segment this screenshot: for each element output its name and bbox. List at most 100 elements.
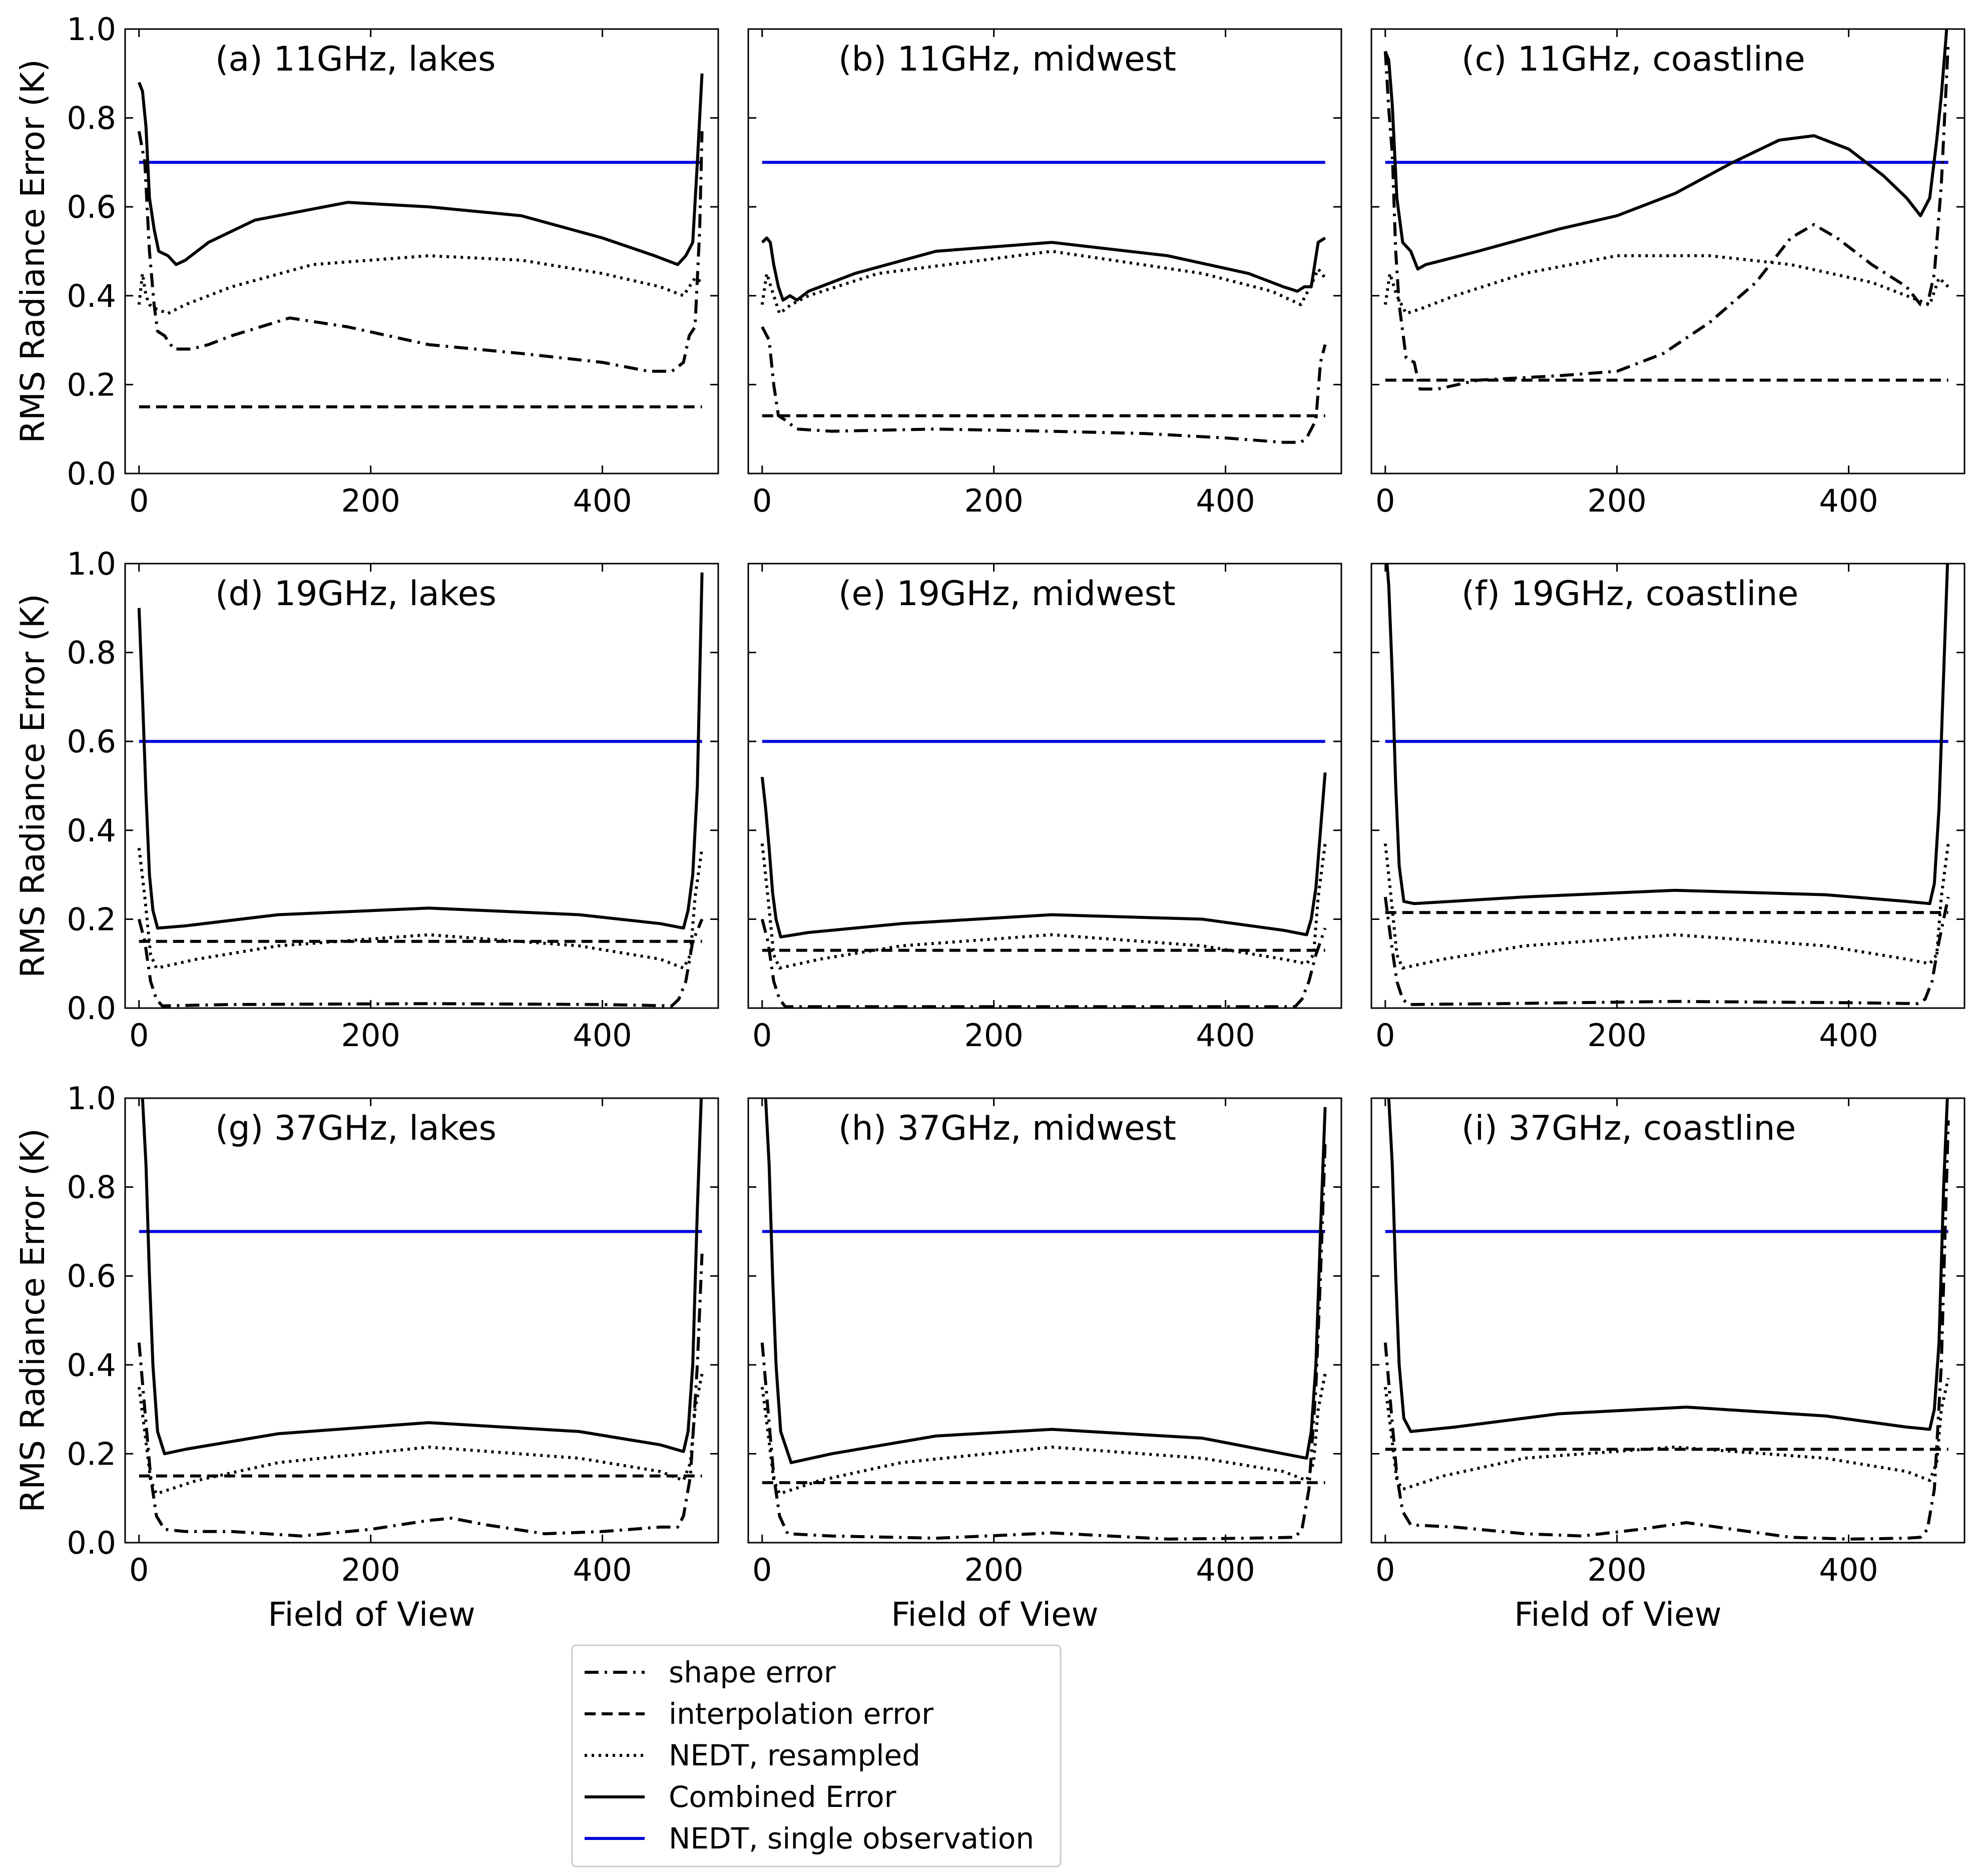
legend-item-shape: shape error — [585, 1655, 836, 1689]
y-tick-label: 0.8 — [67, 100, 116, 137]
y-tick-label: 1.0 — [67, 1080, 116, 1117]
x-tick-label: 200 — [1587, 1552, 1646, 1588]
series-line-nedt_res — [760, 250, 1326, 315]
series-line-shape — [137, 918, 704, 1008]
series-line-nedt_res — [760, 843, 1327, 970]
series-line-shape — [137, 1253, 704, 1538]
series-line-combined — [1384, 29, 1948, 271]
panel-f: 0 200 400 (f) 19GHz, coastline — [1370, 563, 1965, 1054]
axis-frame — [1370, 28, 1965, 475]
legend-label: interpolation error — [669, 1697, 933, 1731]
series-line-nedt_res — [1383, 1377, 1950, 1491]
series-group — [1383, 29, 1950, 391]
legend-label: Combined Error — [669, 1780, 896, 1814]
series-line-combined — [1385, 564, 1949, 905]
y-tick-label: 0.6 — [67, 723, 116, 760]
panel-title: (e) 19GHz, midwest — [838, 574, 1176, 614]
x-tick-label: 400 — [1819, 1017, 1878, 1054]
panel-title: (h) 37GHz, midwest — [838, 1109, 1176, 1148]
y-tick-label: 1.0 — [67, 11, 116, 48]
x-tick-label: 200 — [341, 1017, 400, 1054]
y-tick-label: 0.0 — [67, 990, 116, 1027]
legend-label: NEDT, resampled — [669, 1738, 920, 1772]
y-tick-label: 0.0 — [67, 455, 116, 492]
y-tick-label: 0.4 — [67, 812, 116, 849]
series-line-nedt_res — [137, 1373, 704, 1496]
legend-box — [571, 1644, 1062, 1867]
axis-frame — [124, 28, 719, 475]
legend-label: NEDT, single observation — [669, 1821, 1034, 1855]
series-line-shape — [1383, 1120, 1950, 1541]
axis-frame — [124, 563, 719, 1009]
series-group — [137, 1098, 704, 1538]
legend: shape error interpolation error NEDT, resa… — [571, 1644, 1062, 1867]
x-tick-label: 0 — [752, 1552, 772, 1588]
axis-frame — [747, 28, 1342, 475]
x-tick-label: 200 — [1587, 1017, 1646, 1054]
x-tick-label: 400 — [1819, 1552, 1878, 1588]
x-axis-label: Field of View — [268, 1595, 475, 1634]
y-tick-label: 0.2 — [67, 1436, 116, 1472]
panel-title: (i) 37GHz, coastline — [1461, 1109, 1796, 1148]
y-tick-label: 0.2 — [67, 366, 116, 403]
series-line-shape — [1383, 42, 1950, 391]
x-tick-label: 0 — [129, 1552, 149, 1588]
y-tick-label: 0.4 — [67, 278, 116, 314]
y-axis-label: RMS Radiance Error (K) — [14, 59, 52, 443]
x-tick-label: 0 — [129, 1017, 149, 1054]
x-tick-label: 0 — [752, 1017, 772, 1054]
x-tick-label: 200 — [964, 1017, 1023, 1054]
series-line-shape — [1383, 896, 1950, 1006]
series-line-combined — [1387, 1098, 1949, 1433]
series-group — [760, 161, 1327, 444]
panel-c: 0 200 400 (c) 11GHz, coastline — [1370, 28, 1965, 519]
panel-h: 0 200 400 (h) 37GHz, midwest Field of View — [747, 1097, 1342, 1634]
series-line-combined — [138, 73, 704, 266]
x-tick-label: 0 — [1375, 483, 1395, 519]
x-tick-label: 400 — [1196, 1552, 1255, 1588]
x-tick-label: 400 — [1196, 1017, 1255, 1054]
panel-g: 0 200 400 0.0 0.2 0.4 0.6 0.8 1.0 (g) 37GHz, lake… — [14, 1080, 719, 1634]
series-line-combined — [137, 572, 704, 930]
series-line-nedt_res — [1383, 254, 1949, 315]
series-line-shape — [761, 326, 1327, 444]
series-group — [760, 1098, 1327, 1541]
legend-item-combined: Combined Error — [585, 1780, 896, 1814]
x-tick-label: 200 — [341, 483, 400, 519]
x-tick-label: 200 — [964, 483, 1023, 519]
x-tick-label: 0 — [1375, 1552, 1395, 1588]
panel-title: (g) 37GHz, lakes — [215, 1109, 497, 1148]
series-line-combined — [764, 1098, 1327, 1465]
series-group — [137, 572, 704, 1008]
panel-b: 0 200 400 (b) 11GHz, midwest — [747, 28, 1342, 519]
panel-a: 0 200 400 0.0 0.2 0.4 0.6 0.8 1.0 (a) 11GHz, lake… — [14, 11, 719, 519]
x-tick-label: 400 — [1196, 483, 1255, 519]
axis-frame — [1370, 563, 1965, 1009]
y-axis-label: RMS Radiance Error (K) — [14, 1128, 52, 1513]
panel-title: (c) 11GHz, coastline — [1461, 40, 1805, 79]
x-tick-label: 200 — [341, 1552, 400, 1588]
x-tick-label: 400 — [573, 483, 632, 519]
legend-item-nedt_res: NEDT, resampled — [585, 1738, 920, 1772]
y-axis-label: RMS Radiance Error (K) — [14, 594, 52, 978]
series-line-shape — [137, 131, 704, 373]
series-group — [760, 740, 1327, 1008]
y-tick-label: 0.8 — [67, 635, 116, 671]
axis-frame — [747, 1097, 1342, 1544]
x-axis-label: Field of View — [891, 1595, 1099, 1634]
series-line-nedt_res — [137, 847, 704, 970]
series-group — [1383, 564, 1950, 1006]
series-group — [137, 73, 704, 408]
series-line-shape — [760, 918, 1327, 1008]
y-tick-label: 0.8 — [67, 1169, 116, 1206]
panel-title: (d) 19GHz, lakes — [215, 574, 497, 614]
series-line-combined — [761, 236, 1326, 302]
legend-item-nedt_single: NEDT, single observation — [585, 1821, 1034, 1855]
panel-title: (a) 11GHz, lakes — [215, 40, 496, 79]
legend-item-interp: interpolation error — [585, 1697, 933, 1731]
series-line-combined — [760, 772, 1327, 939]
x-tick-label: 0 — [1375, 1017, 1395, 1054]
axis-frame — [747, 563, 1342, 1009]
y-tick-label: 0.2 — [67, 901, 116, 937]
